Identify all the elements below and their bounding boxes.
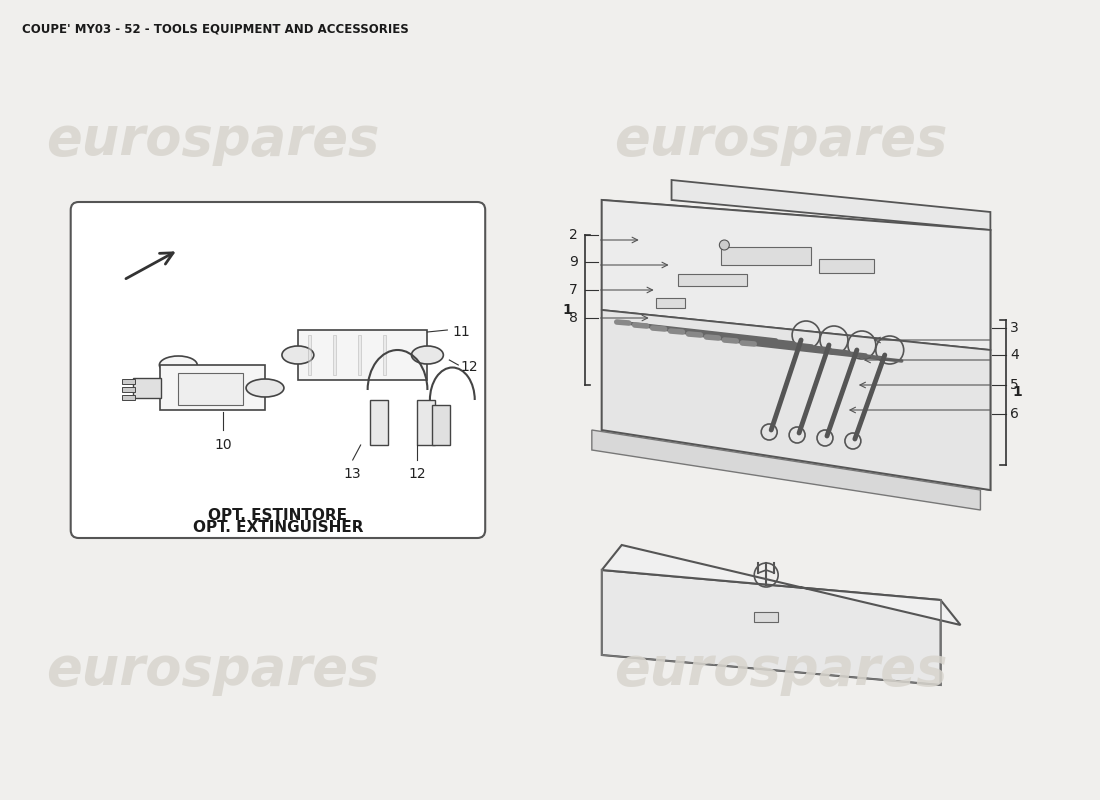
Polygon shape bbox=[592, 430, 980, 510]
Text: 1: 1 bbox=[1012, 386, 1022, 399]
Bar bbox=[656, 298, 685, 308]
Text: 4: 4 bbox=[1010, 348, 1019, 362]
Text: 12: 12 bbox=[408, 467, 427, 481]
Bar bbox=[121, 387, 135, 392]
Bar bbox=[820, 259, 873, 273]
Bar bbox=[133, 378, 162, 398]
Bar bbox=[358, 335, 361, 375]
Text: OPT. EXTINGUISHER: OPT. EXTINGUISHER bbox=[192, 521, 363, 535]
Text: COUPE' MY03 - 52 - TOOLS EQUIPMENT AND ACCESSORIES: COUPE' MY03 - 52 - TOOLS EQUIPMENT AND A… bbox=[22, 22, 408, 35]
Text: OPT. ESTINTORE: OPT. ESTINTORE bbox=[209, 507, 348, 522]
Bar bbox=[121, 379, 135, 384]
Text: 5: 5 bbox=[1010, 378, 1019, 392]
Text: 7: 7 bbox=[569, 283, 578, 297]
Polygon shape bbox=[602, 570, 940, 685]
Text: 3: 3 bbox=[1010, 321, 1019, 335]
Ellipse shape bbox=[282, 346, 314, 364]
Text: 12: 12 bbox=[460, 360, 477, 374]
FancyBboxPatch shape bbox=[70, 202, 485, 538]
Bar bbox=[722, 247, 811, 265]
Text: 8: 8 bbox=[569, 311, 578, 325]
Polygon shape bbox=[602, 310, 990, 490]
Ellipse shape bbox=[246, 379, 284, 397]
Text: eurospares: eurospares bbox=[615, 644, 948, 696]
Text: 1: 1 bbox=[562, 303, 572, 317]
Bar bbox=[308, 335, 311, 375]
Bar bbox=[418, 400, 436, 445]
Bar bbox=[178, 373, 243, 405]
Bar bbox=[755, 612, 778, 622]
Text: 2: 2 bbox=[569, 228, 578, 242]
Polygon shape bbox=[602, 200, 990, 490]
Polygon shape bbox=[602, 545, 960, 625]
Polygon shape bbox=[671, 180, 990, 230]
Text: 13: 13 bbox=[344, 467, 362, 481]
Text: 6: 6 bbox=[1010, 407, 1020, 421]
Text: 9: 9 bbox=[569, 255, 578, 269]
Bar bbox=[121, 395, 135, 400]
Text: eurospares: eurospares bbox=[46, 644, 380, 696]
Bar bbox=[678, 274, 747, 286]
Bar bbox=[161, 365, 265, 410]
Text: 10: 10 bbox=[214, 438, 232, 452]
Circle shape bbox=[719, 240, 729, 250]
Text: eurospares: eurospares bbox=[615, 114, 948, 166]
Bar bbox=[333, 335, 336, 375]
Bar bbox=[432, 405, 450, 445]
Ellipse shape bbox=[160, 356, 197, 374]
Bar bbox=[298, 330, 428, 380]
Ellipse shape bbox=[411, 346, 443, 364]
Text: 11: 11 bbox=[452, 325, 470, 339]
Polygon shape bbox=[602, 200, 990, 350]
Text: eurospares: eurospares bbox=[46, 114, 380, 166]
Bar bbox=[370, 400, 387, 445]
Bar bbox=[383, 335, 386, 375]
